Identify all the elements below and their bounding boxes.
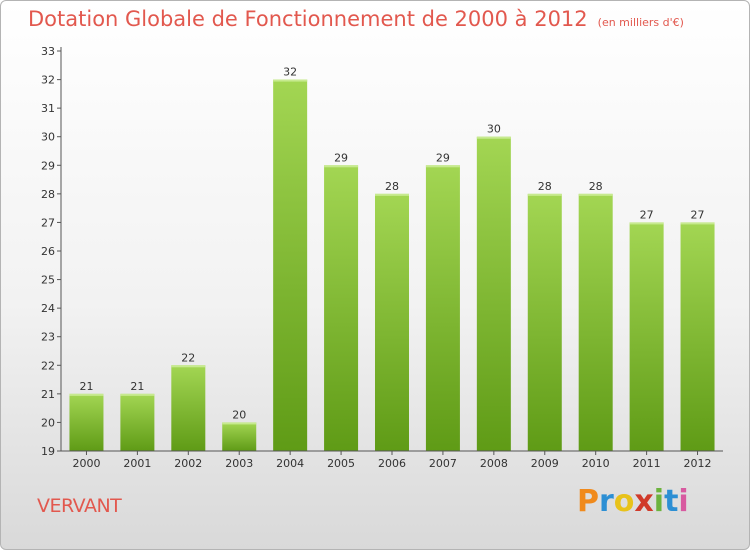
bar-2008	[476, 136, 511, 451]
bar-highlight-2008	[476, 136, 511, 139]
bar-2004	[273, 79, 308, 452]
bar-2003	[222, 422, 257, 451]
data-label-2002: 22	[181, 351, 195, 364]
data-label-2006: 28	[385, 180, 399, 193]
data-label-2008: 30	[487, 123, 501, 136]
logo-letter-4: i	[653, 484, 665, 519]
y-tick-label-23: 23	[41, 331, 55, 344]
bar-highlight-2009	[527, 193, 562, 196]
x-tick-label-2005: 2005	[327, 457, 355, 470]
x-tick-label-2009: 2009	[531, 457, 559, 470]
y-tick-label-24: 24	[41, 302, 55, 315]
data-label-2000: 21	[79, 380, 93, 393]
bar-2002	[171, 365, 206, 451]
x-tick-label-2007: 2007	[429, 457, 457, 470]
data-label-2003: 20	[232, 408, 246, 421]
data-label-2011: 27	[640, 208, 654, 221]
data-label-2010: 28	[589, 180, 603, 193]
logo-letter-3: x	[634, 484, 654, 519]
bar-highlight-2006	[375, 193, 409, 196]
logo-letter-0: P	[577, 484, 599, 519]
logo-letter-6: i	[678, 484, 689, 519]
y-tick-label-20: 20	[41, 416, 55, 429]
location-name: VERVANT	[37, 495, 122, 517]
bar-highlight-2010	[578, 193, 613, 196]
x-tick-label-2008: 2008	[480, 457, 508, 470]
x-tick-label-2006: 2006	[378, 457, 406, 470]
axes-group	[57, 47, 723, 455]
y-tick-label-33: 33	[41, 45, 55, 58]
bar-highlight-2011	[629, 222, 664, 225]
bar-highlight-2004	[273, 79, 308, 82]
bar-2010	[578, 193, 613, 451]
x-tick-label-2002: 2002	[174, 457, 202, 470]
bar-highlight-2000	[69, 393, 104, 396]
bar-highlight-2002	[171, 365, 206, 368]
y-tick-label-19: 19	[41, 445, 55, 458]
data-label-2012: 27	[691, 208, 705, 221]
y-tick-label-31: 31	[41, 102, 55, 115]
y-tick-label-21: 21	[41, 388, 55, 401]
x-tick-label-2012: 2012	[684, 457, 712, 470]
logo-letter-1: r	[599, 484, 614, 519]
data-label-2009: 28	[538, 180, 552, 193]
y-tick-label-25: 25	[41, 274, 55, 287]
bar-2011	[629, 222, 664, 451]
bar-highlight-2001	[120, 393, 155, 396]
chart-subtitle: (en milliers d'€)	[597, 16, 684, 29]
bar-2009	[527, 193, 562, 451]
data-label-2007: 29	[436, 151, 450, 164]
bar-2000	[69, 393, 104, 451]
data-label-2005: 29	[334, 151, 348, 164]
bar-highlight-2007	[425, 165, 460, 168]
x-tick-label-2001: 2001	[123, 457, 151, 470]
bar-2005	[324, 165, 359, 452]
bars-group	[69, 79, 715, 452]
bar-2001	[120, 393, 155, 451]
x-tick-label-2000: 2000	[72, 457, 100, 470]
x-tick-label-2010: 2010	[582, 457, 610, 470]
y-tick-label-28: 28	[41, 188, 55, 201]
bar-highlight-2003	[222, 422, 257, 425]
bar-2006	[375, 193, 409, 451]
x-tick-label-2004: 2004	[276, 457, 304, 470]
proxiti-logo: Proxiti	[577, 484, 689, 519]
logo-letter-5: t	[664, 484, 679, 519]
y-tick-label-30: 30	[41, 131, 55, 144]
bar-2012	[680, 222, 715, 451]
y-tick-label-32: 32	[41, 74, 55, 87]
y-tick-label-26: 26	[41, 245, 55, 258]
bar-highlight-2005	[324, 165, 359, 168]
x-tick-label-2011: 2011	[633, 457, 661, 470]
bar-2007	[425, 165, 460, 452]
y-tick-label-22: 22	[41, 359, 55, 372]
y-tick-label-29: 29	[41, 159, 55, 172]
logo-letter-2: o	[613, 484, 635, 519]
labels-group: 21 2000 21 2001 22 2002 20 2003 32 2004 29 2005 28 20…	[41, 45, 712, 470]
y-tick-label-27: 27	[41, 216, 55, 229]
bar-highlight-2012	[680, 222, 715, 225]
x-tick-label-2003: 2003	[225, 457, 253, 470]
data-label-2004: 32	[283, 66, 297, 79]
data-label-2001: 21	[130, 380, 144, 393]
chart-title-text: Dotation Globale de Fonctionnement de 20…	[28, 7, 588, 31]
chart-title: Dotation Globale de Fonctionnement de 20…	[28, 7, 684, 31]
